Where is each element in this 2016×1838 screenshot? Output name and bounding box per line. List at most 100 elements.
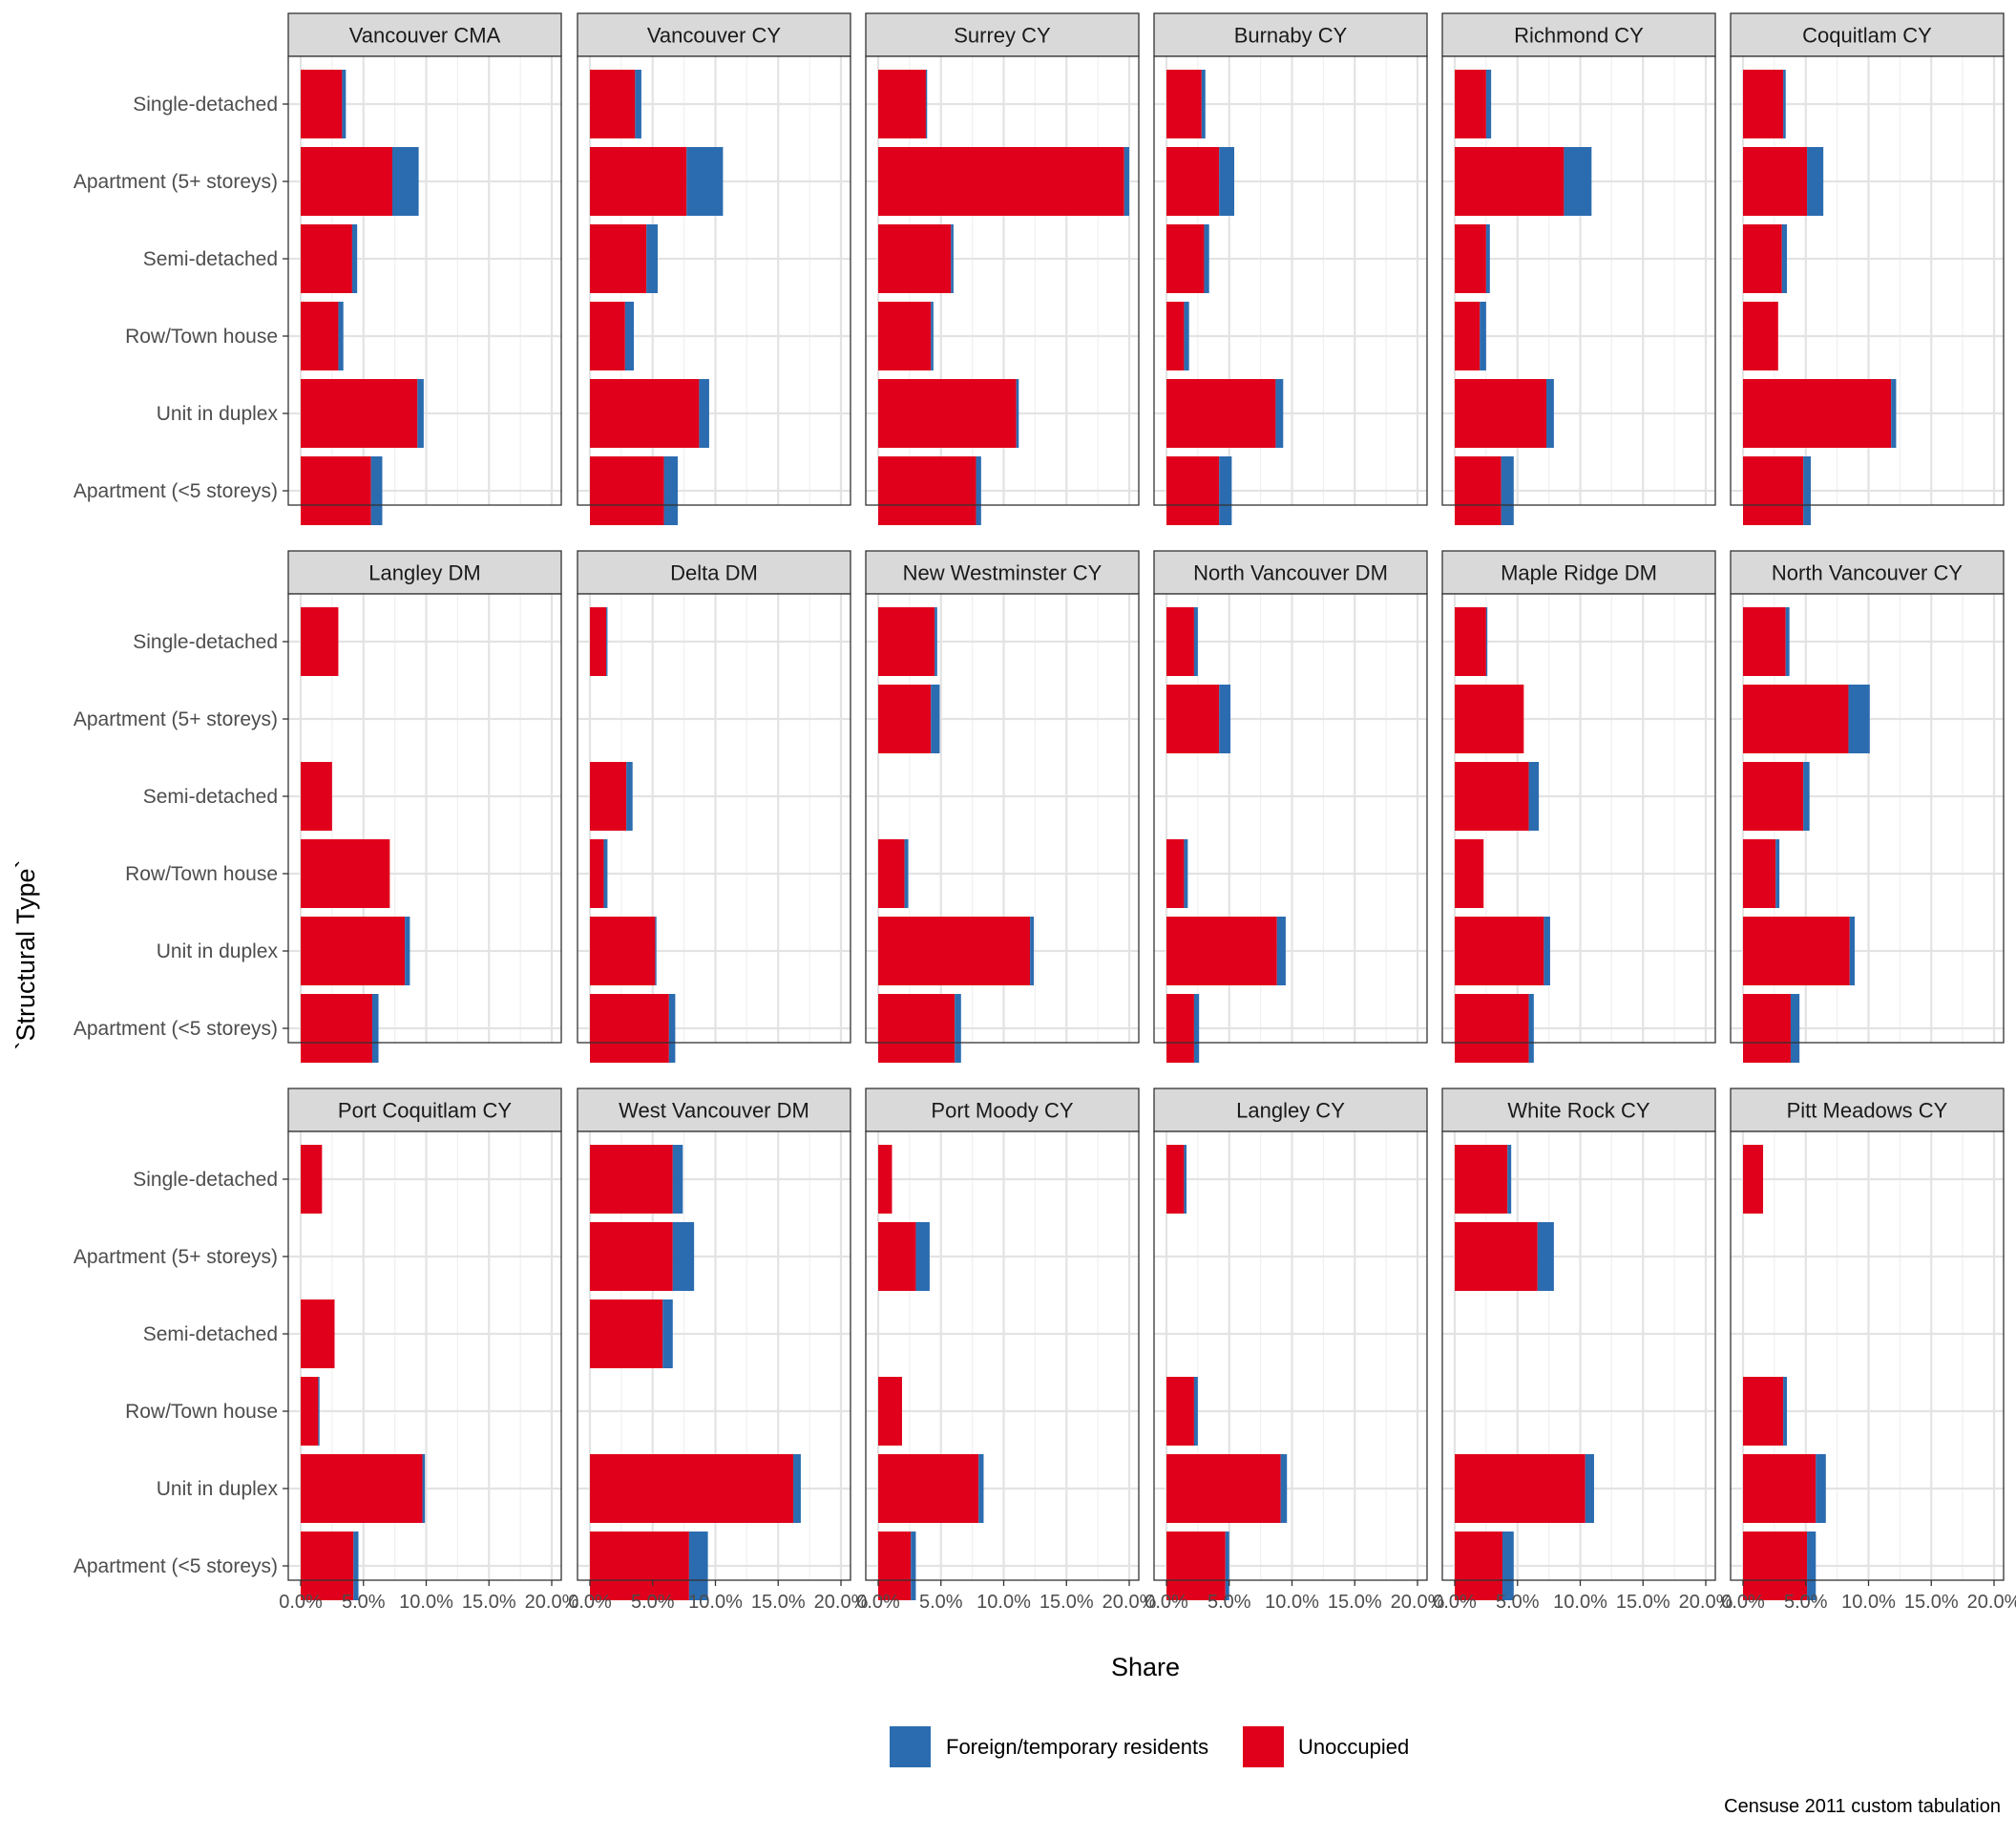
panel-title: Pitt Meadows CY	[1787, 1099, 1948, 1123]
panel-border	[1441, 1130, 1716, 1581]
panel-border	[865, 1130, 1140, 1581]
bar-unoccupied	[878, 1532, 912, 1600]
bar-unoccupied	[590, 839, 604, 908]
panel-title: Langley CY	[1236, 1099, 1345, 1123]
bar-foreign-temporary	[934, 607, 937, 676]
bar-foreign-temporary	[1528, 762, 1540, 831]
bar-foreign-temporary	[1544, 917, 1550, 985]
bar-foreign-temporary	[635, 70, 641, 138]
bar-foreign-temporary	[1790, 994, 1800, 1063]
bar-unoccupied	[1743, 1454, 1816, 1523]
bar-foreign-temporary	[1848, 685, 1870, 753]
bar-unoccupied	[1455, 839, 1484, 908]
panel-title: Vancouver CY	[647, 24, 782, 48]
bar-unoccupied	[1743, 1377, 1784, 1446]
x-tick-label: 5.0%	[919, 1592, 963, 1613]
bar-foreign-temporary	[1816, 1454, 1826, 1523]
bar-unoccupied	[1743, 994, 1791, 1063]
bar-unoccupied	[301, 1377, 319, 1446]
panel-strip	[287, 12, 562, 57]
y-tick-label: Unit in duplex	[157, 1478, 279, 1500]
bar-unoccupied	[1455, 456, 1502, 525]
bar-foreign-temporary	[931, 685, 940, 753]
panel-strip	[865, 550, 1140, 595]
y-tick-label: Apartment (<5 storeys)	[74, 480, 278, 502]
x-tick-label: 5.0%	[342, 1592, 386, 1613]
bar-foreign-temporary	[1807, 147, 1824, 216]
panel-strip	[1441, 1088, 1716, 1132]
bar-unoccupied	[1743, 456, 1804, 525]
x-tick-label: 10.0%	[1553, 1592, 1607, 1613]
bar-unoccupied	[301, 1454, 423, 1523]
bar-unoccupied	[590, 302, 625, 370]
bar-foreign-temporary	[1775, 839, 1780, 908]
bar-unoccupied	[301, 917, 406, 985]
panel-strip	[577, 1088, 851, 1132]
x-tick-label: 20.0%	[1967, 1592, 2016, 1613]
bar-foreign-temporary	[1275, 379, 1284, 448]
bar-foreign-temporary	[976, 456, 981, 525]
bar-unoccupied	[878, 302, 932, 370]
bar-foreign-temporary	[955, 994, 961, 1063]
bar-unoccupied	[1166, 917, 1277, 985]
x-tick-label: 0.0%	[856, 1592, 900, 1613]
bar-unoccupied	[878, 1222, 916, 1291]
panel-border	[1730, 55, 2005, 506]
panel: Maple Ridge DM	[1441, 550, 1716, 1063]
bar-foreign-temporary	[1501, 456, 1514, 525]
bar-unoccupied	[590, 379, 700, 448]
y-tick-label: Row/Town house	[125, 326, 278, 348]
bar-foreign-temporary	[1507, 1145, 1512, 1214]
bar-unoccupied	[1743, 839, 1776, 908]
y-tick-label: Semi-detached	[143, 786, 278, 808]
panel: Pitt Meadows CY 0.0% 5.0% 10.0% 15.0% 20.0%	[1721, 1088, 2016, 1613]
panel-title: Delta DM	[670, 561, 758, 585]
bar-foreign-temporary	[662, 1299, 673, 1368]
bar-foreign-temporary	[1276, 917, 1286, 985]
bar-unoccupied	[1166, 456, 1220, 525]
bar-unoccupied	[878, 917, 1031, 985]
panel-title: Burnaby CY	[1234, 24, 1348, 48]
panel: Coquitlam CY	[1730, 12, 2005, 525]
bar-unoccupied	[590, 994, 669, 1063]
y-tick-label: Apartment (<5 storeys)	[74, 1018, 278, 1040]
y-tick-label: Semi-detached	[143, 248, 278, 270]
legend-key	[1243, 1726, 1284, 1767]
panel: White Rock CY 0.0% 5.0% 10.0% 15.0% 20.0%	[1433, 1088, 1733, 1613]
bar-foreign-temporary	[925, 70, 928, 138]
bar-foreign-temporary	[1807, 1532, 1816, 1600]
bar-foreign-temporary	[1016, 379, 1019, 448]
bar-foreign-temporary	[911, 1532, 916, 1600]
bar-foreign-temporary	[1564, 147, 1592, 216]
bar-unoccupied	[878, 1454, 979, 1523]
bar-unoccupied	[878, 147, 1124, 216]
bar-foreign-temporary	[1219, 147, 1235, 216]
x-tick-label: 15.0%	[462, 1592, 516, 1613]
bar-foreign-temporary	[338, 302, 344, 370]
bar-foreign-temporary	[655, 917, 657, 985]
bar-unoccupied	[1455, 1145, 1508, 1214]
bar-foreign-temporary	[1184, 839, 1188, 908]
bar-unoccupied	[1455, 70, 1486, 138]
bar-unoccupied	[1166, 224, 1205, 293]
bar-foreign-temporary	[663, 456, 679, 525]
panel-border	[1730, 1130, 2005, 1581]
x-tick-label: 20.0%	[1102, 1592, 1157, 1613]
bar-unoccupied	[878, 70, 926, 138]
x-tick-label: 10.0%	[976, 1592, 1031, 1613]
bar-foreign-temporary	[370, 456, 383, 525]
legend-label: Unoccupied	[1298, 1735, 1409, 1759]
y-tick-label: Apartment (5+ storeys)	[74, 1246, 278, 1268]
bar-foreign-temporary	[699, 379, 709, 448]
bar-unoccupied	[1455, 1222, 1538, 1291]
panel: Vancouver CMA Single-detached Apartment (5…	[74, 12, 562, 525]
bar-foreign-temporary	[1184, 302, 1189, 370]
bar-unoccupied	[301, 302, 339, 370]
panel-title: Port Moody CY	[931, 1099, 1073, 1123]
labels-layer: Share `Structural Type` Censuse 2011 cus…	[11, 859, 2001, 1817]
panel: West Vancouver DM 0.0% 5.0% 10.0% 15.0% 20.0%	[568, 1088, 869, 1613]
panel-strip	[1441, 550, 1716, 595]
panel-title: White Rock CY	[1507, 1099, 1649, 1123]
panel-border	[287, 593, 562, 1044]
bar-foreign-temporary	[1184, 1145, 1187, 1214]
